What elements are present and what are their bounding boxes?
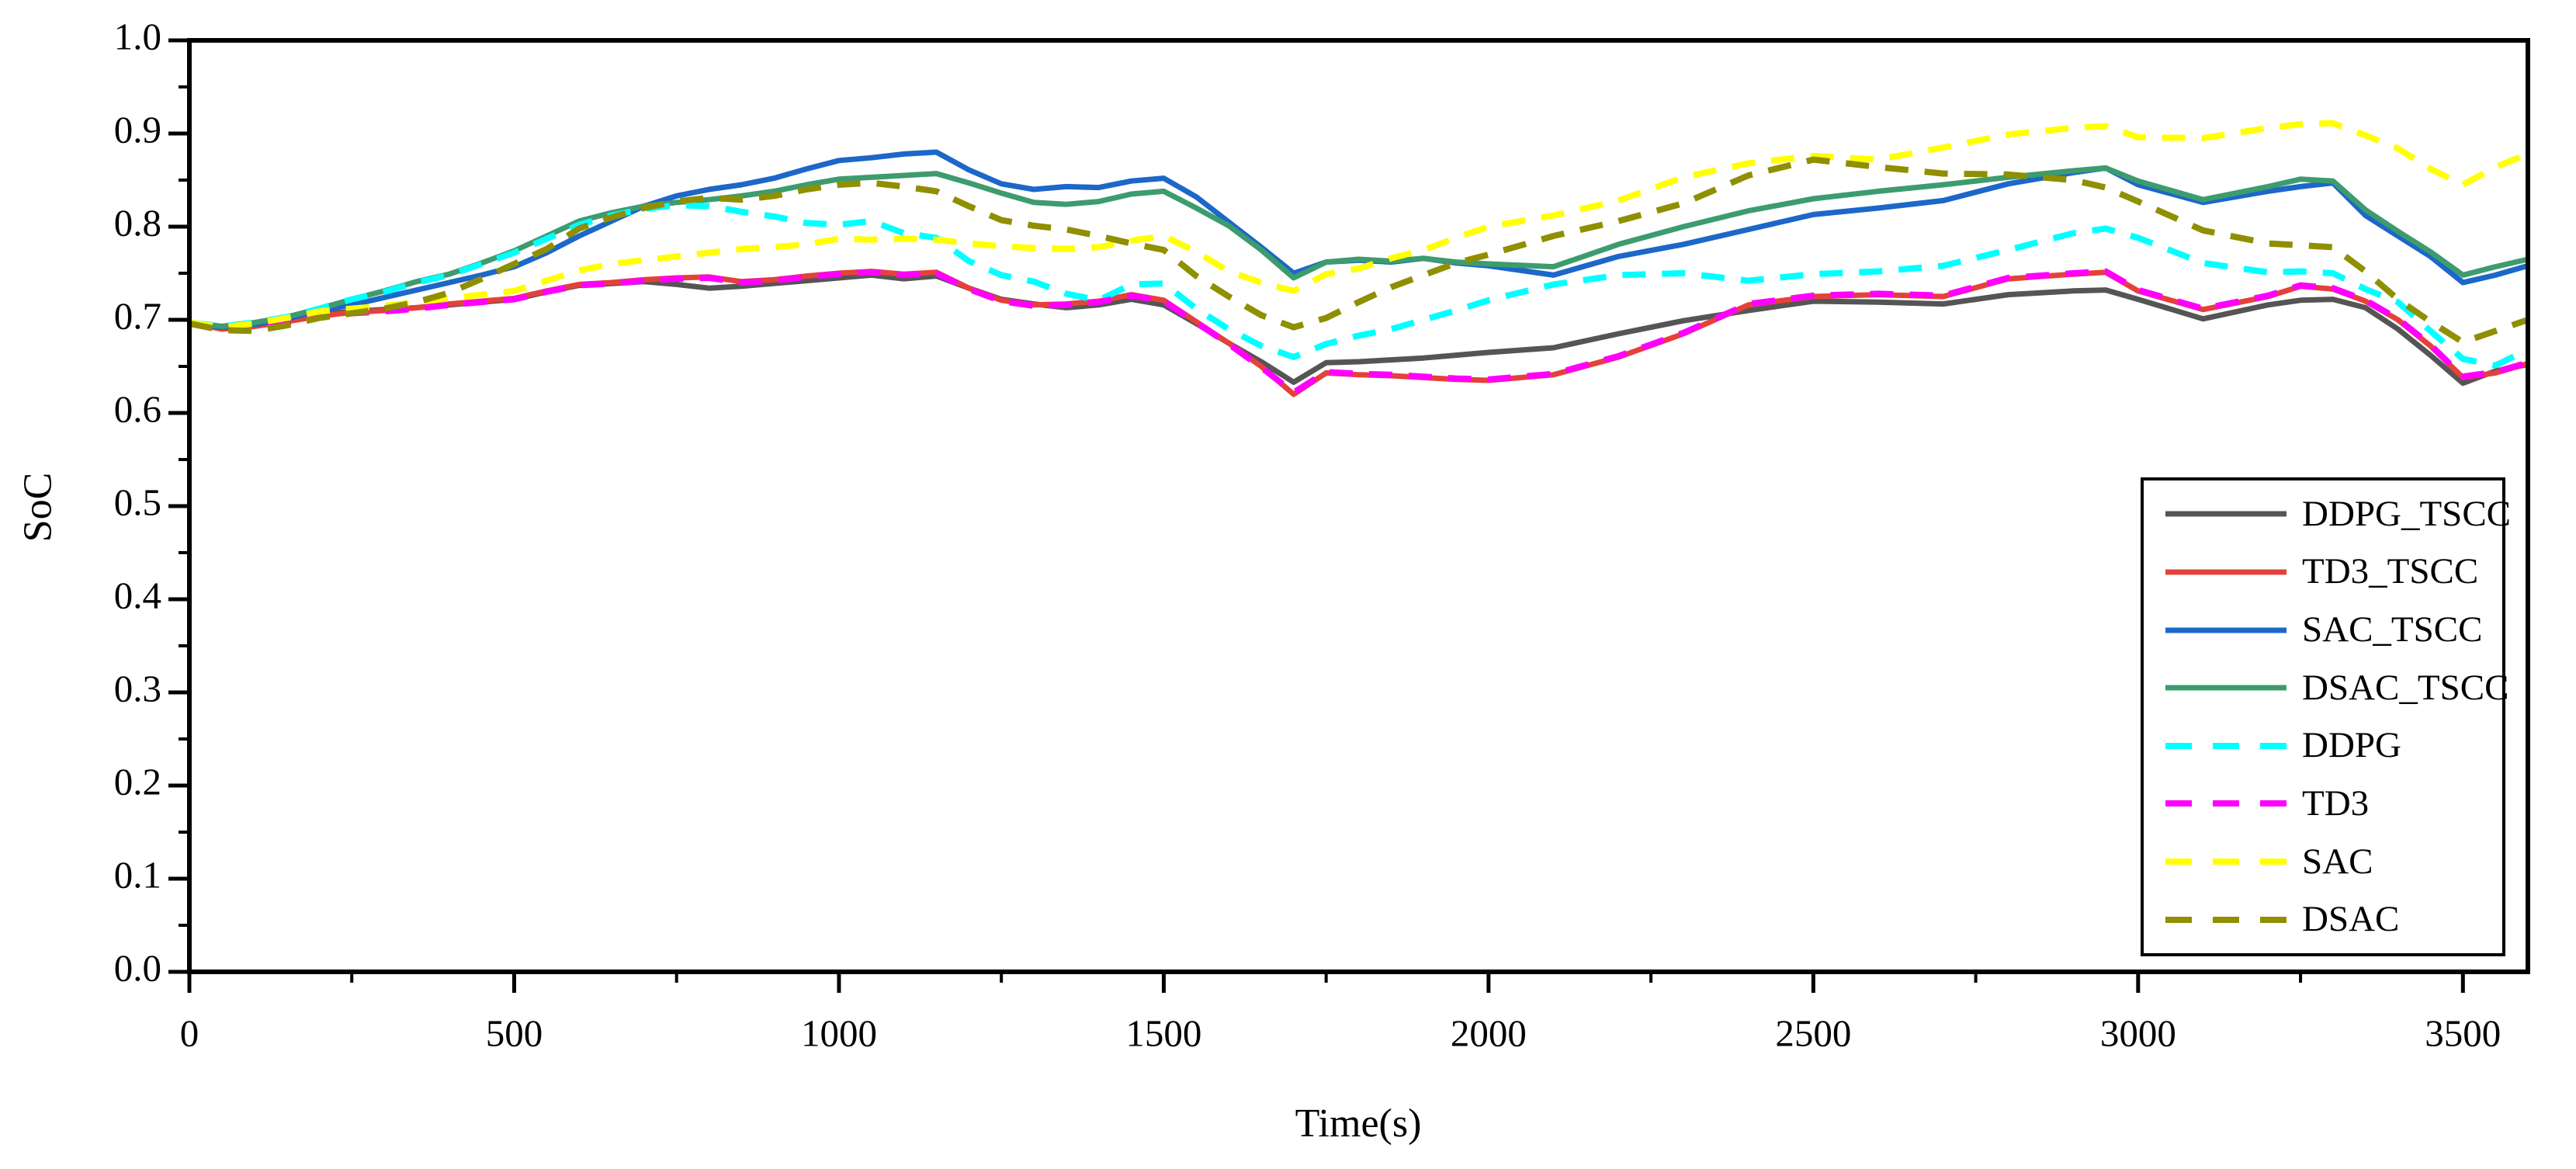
legend-label: TD3_TSCC [2302,551,2479,592]
legend-item-TD3_TSCC: TD3_TSCC [2164,553,2502,590]
x-tick-label: 1000 [801,1011,877,1054]
y-tick-label: 0.6 [114,387,161,430]
series-line-DSAC_TSCC [189,165,2529,329]
x-tick-label: 3000 [2100,1011,2176,1054]
legend-line-sample [2165,800,2287,807]
x-tick-label: 1500 [1125,1011,1201,1054]
y-tick-label: 0.0 [114,946,161,989]
series-line-DDPG [189,202,2529,369]
legend-label: TD3 [2302,782,2370,824]
legend-line-sample [2165,685,2287,691]
legend-line-sample [2165,916,2287,923]
legend-item-SAC: SAC [2164,841,2502,882]
legend-item-DDPG: DDPG [2164,727,2502,764]
series-line-SAC [189,120,2529,331]
y-tick-label: 0.5 [114,480,161,523]
legend-line-sample [2165,859,2287,865]
y-tick-label: 0.3 [114,667,161,709]
legend-label: DDPG_TSCC [2302,493,2512,534]
y-axis-title: SoC [16,472,61,543]
series-line-DSAC [189,156,2529,345]
y-tick-label: 1.0 [114,15,161,57]
legend-label: DSAC [2302,899,2400,940]
y-tick-label: 0.8 [114,201,161,244]
y-tick-label: 0.4 [114,574,161,616]
series-line-TD3 [189,268,2529,396]
x-tick-label: 3500 [2425,1011,2501,1054]
legend: DDPG_TSCC TD3_TSCC SAC_TSCC DSAC_TSCC DDPG TD… [2141,477,2511,956]
x-axis-title: Time(s) [1295,1101,1422,1146]
legend-item-SAC_TSCC: SAC_TSCC [2164,612,2502,648]
legend-label: DSAC_TSCC [2302,667,2509,708]
legend-item-DSAC_TSCC: DSAC_TSCC [2164,669,2508,706]
legend-item-TD3: TD3 [2164,782,2502,824]
legend-item-DSAC: DSAC [2164,901,2502,938]
legend-line-sample [2165,742,2287,749]
legend-line-sample [2165,511,2287,517]
legend-item-DDPG_TSCC: DDPG_TSCC [2164,495,2511,532]
x-tick-label: 0 [180,1011,199,1054]
y-tick-label: 0.2 [114,760,161,803]
x-tick-label: 2500 [1775,1011,1851,1054]
legend-line-sample [2165,569,2287,575]
series-line-SAC_TSCC [189,149,2529,331]
plot-box [187,38,2530,974]
y-tick-label: 0.7 [114,294,161,337]
legend-label: DDPG [2302,725,2401,766]
legend-label: SAC_TSCC [2302,609,2483,650]
legend-label: SAC [2302,841,2373,882]
y-tick-label: 0.9 [114,108,161,151]
y-tick-label: 0.1 [114,853,161,896]
x-tick-label: 500 [486,1011,543,1054]
legend-line-sample [2165,627,2287,633]
x-tick-label: 2000 [1451,1011,1527,1054]
